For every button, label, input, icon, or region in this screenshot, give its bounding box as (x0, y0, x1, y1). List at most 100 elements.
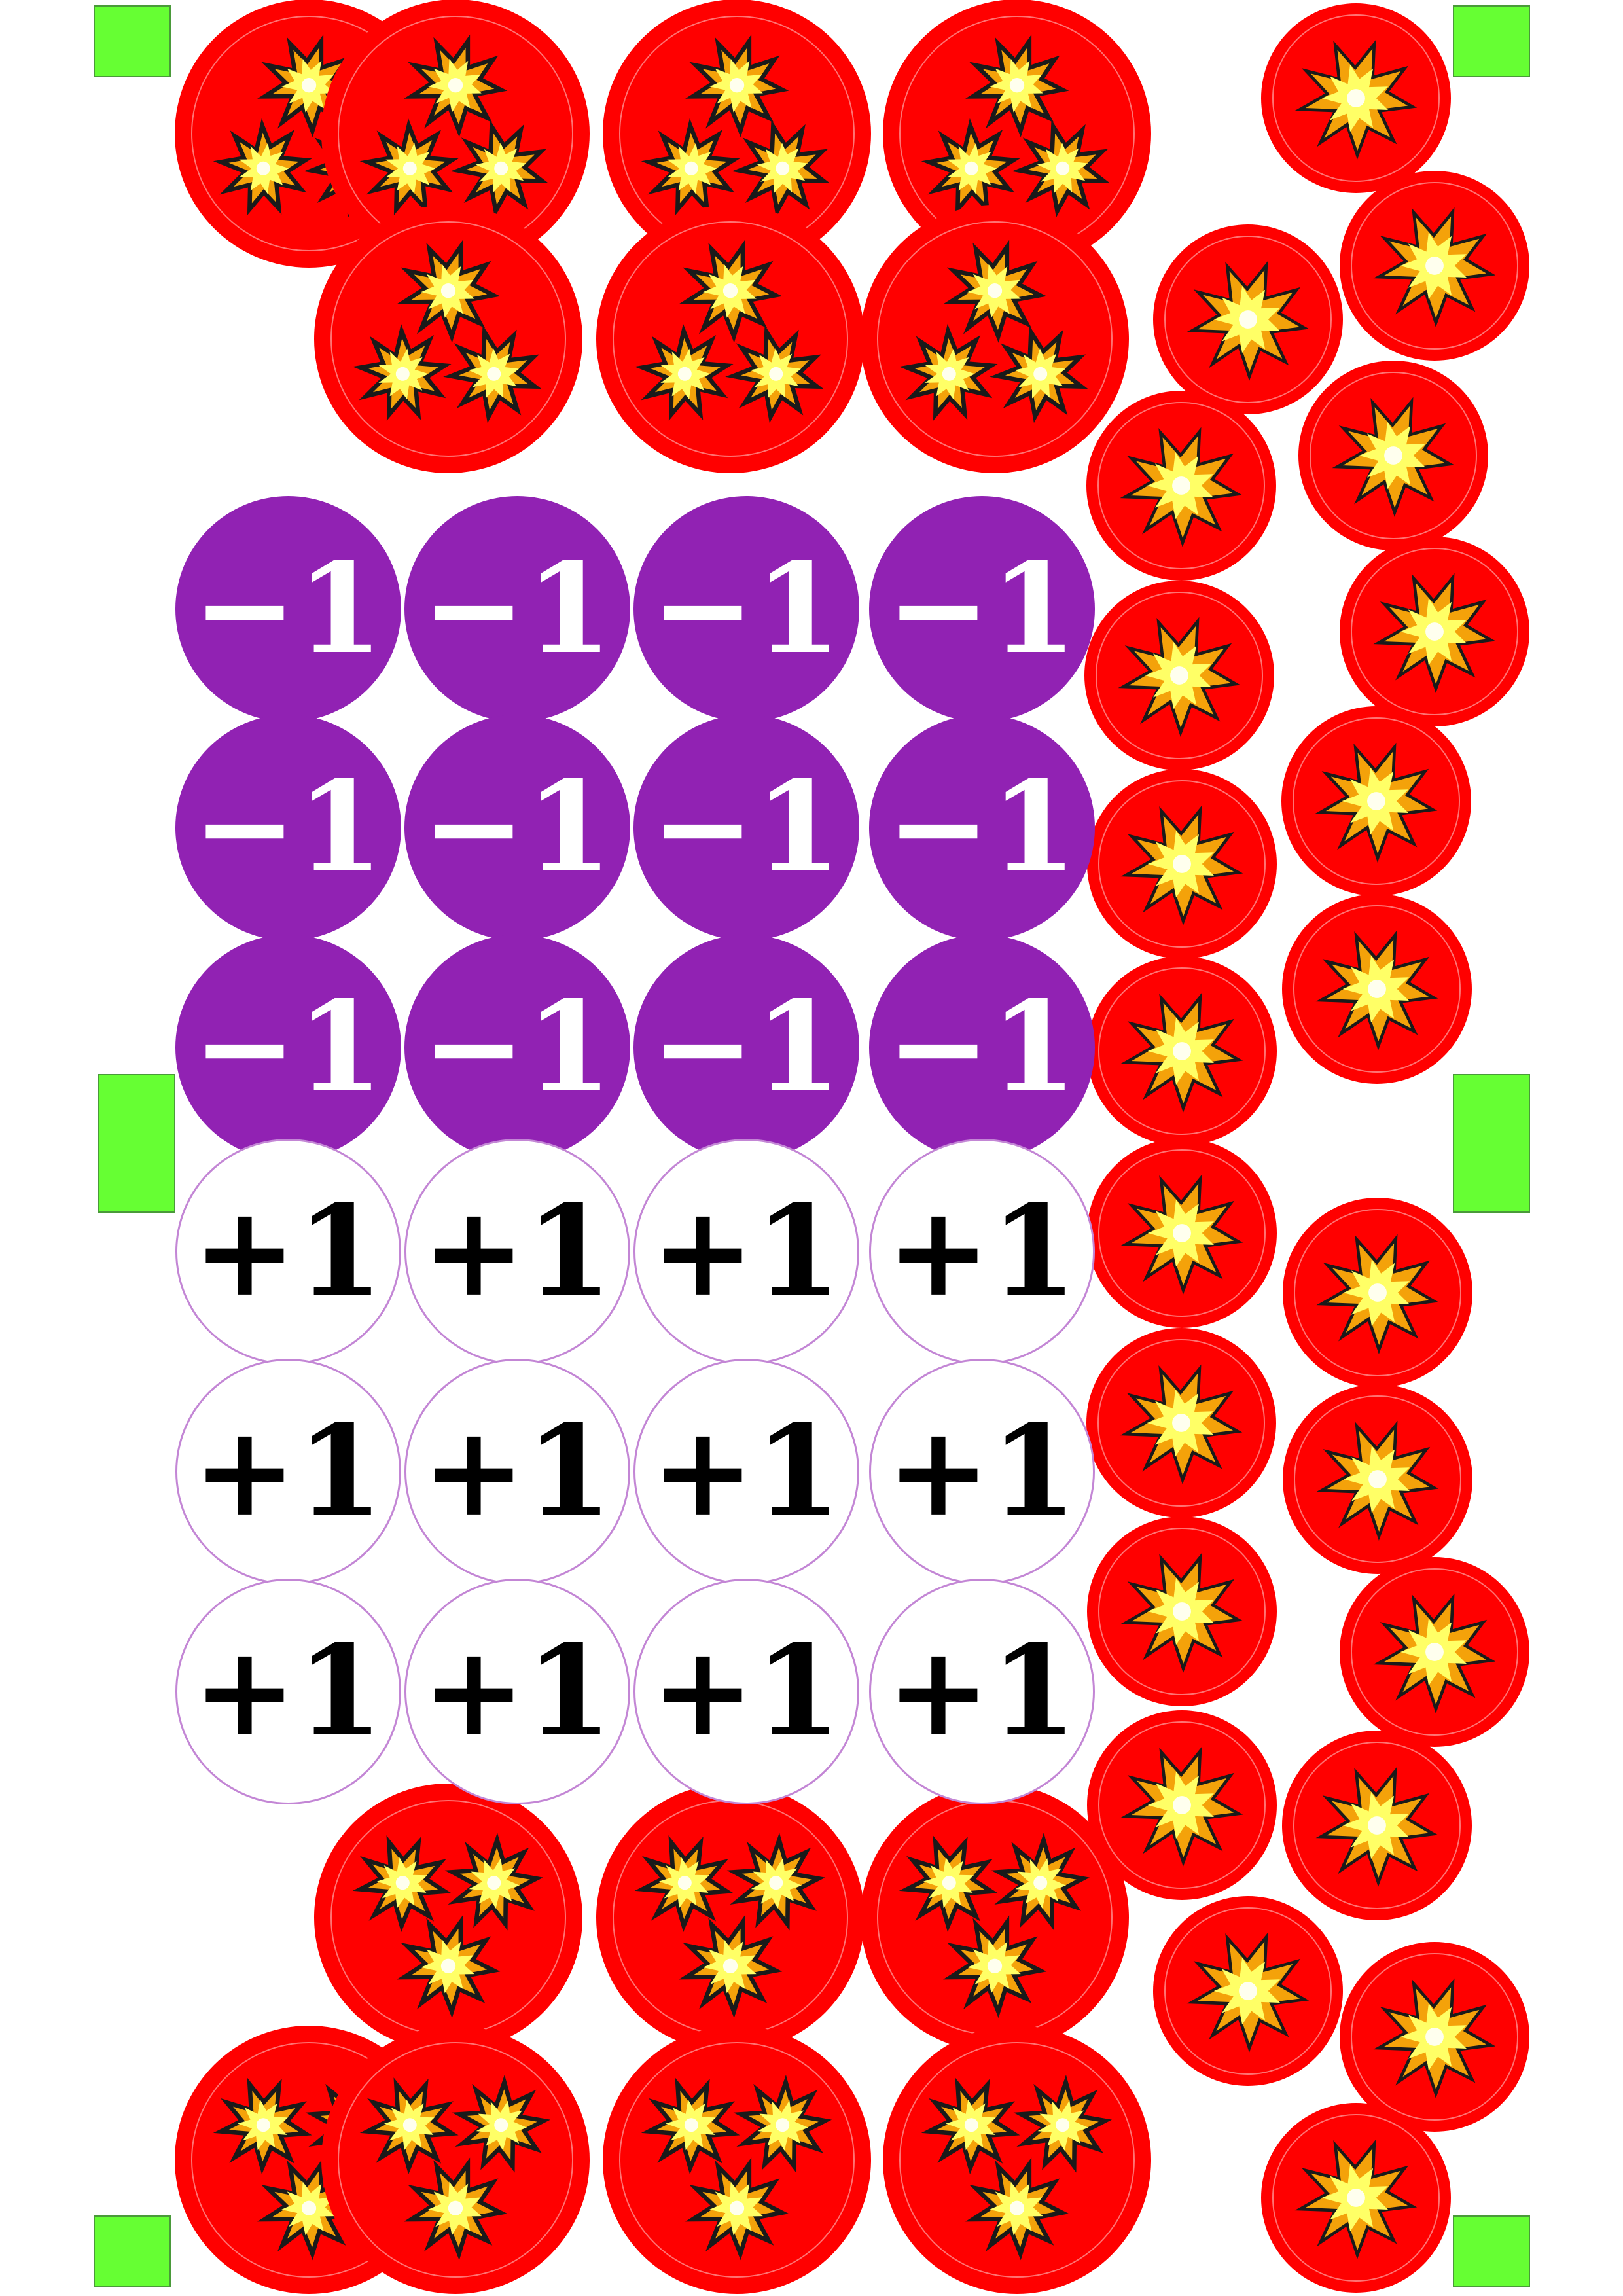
minus-one-counter: −1 (633, 714, 859, 941)
single-damage-icon (1315, 742, 1438, 863)
single-damage-token (1153, 1896, 1343, 2086)
counter-value: −1 (192, 754, 383, 900)
counter-value: +1 (651, 1178, 842, 1324)
single-damage-icon (1315, 1767, 1438, 1887)
single-damage-token (1283, 1198, 1472, 1388)
triple-damage-token (861, 1784, 1129, 2052)
single-damage-icon (1120, 992, 1243, 1113)
triple-damage-token (321, 2026, 590, 2294)
counter-value: +1 (421, 1398, 613, 1544)
minus-one-counter: −1 (175, 934, 401, 1160)
single-damage-icon (1373, 1978, 1496, 2098)
triple-damage-icon (641, 34, 830, 218)
token-ring (618, 2041, 855, 2278)
single-damage-token (1340, 171, 1529, 361)
minus-one-counter: −1 (633, 495, 859, 722)
token-ring (1351, 548, 1518, 715)
counter-value: −1 (886, 754, 1077, 900)
single-damage-token (1340, 1557, 1529, 1747)
single-damage-icon (1373, 207, 1496, 327)
single-damage-token (1087, 956, 1277, 1146)
token-ring (1098, 967, 1266, 1135)
plus-one-counter: +1 (868, 1358, 1095, 1585)
counter-value: −1 (192, 974, 383, 1120)
token-ring (1098, 1721, 1266, 1889)
plus-one-counter: +1 (633, 1138, 859, 1365)
single-damage-icon (1316, 1420, 1439, 1541)
counter-value: −1 (886, 535, 1077, 681)
minus-one-counter: −1 (868, 934, 1095, 1160)
minus-one-counter: −1 (175, 714, 401, 941)
triple-damage-icon (359, 2075, 551, 2261)
plus-one-counter: +1 (175, 1358, 401, 1585)
single-damage-token (1283, 1384, 1472, 1574)
single-damage-icon (1294, 2139, 1418, 2259)
counter-value: −1 (886, 974, 1077, 1120)
triple-damage-icon (641, 2075, 832, 2261)
token-ring (1272, 14, 1440, 182)
token-ring (1098, 1149, 1266, 1317)
single-damage-icon (1373, 1593, 1496, 1713)
single-damage-icon (1120, 1364, 1243, 1484)
counter-value: −1 (651, 974, 842, 1120)
single-damage-icon (1294, 39, 1418, 160)
counter-value: +1 (651, 1618, 842, 1764)
counter-value: +1 (886, 1178, 1077, 1324)
token-ring (1097, 1339, 1265, 1507)
minus-one-counter: −1 (404, 934, 630, 1160)
minus-one-counter: −1 (868, 714, 1095, 941)
plus-one-counter: +1 (404, 1358, 630, 1585)
triple-damage-icon (352, 240, 542, 423)
single-damage-token (1340, 537, 1529, 726)
triple-damage-token (596, 1784, 865, 2052)
plus-one-counter: +1 (868, 1578, 1095, 1804)
triple-damage-icon (352, 1833, 544, 2018)
single-damage-token (1340, 1942, 1529, 2132)
counter-value: −1 (651, 754, 842, 900)
triple-damage-token (603, 2026, 871, 2294)
token-ring (1351, 1568, 1518, 1736)
counter-value: +1 (192, 1398, 383, 1544)
registration-mark (1453, 1074, 1530, 1213)
token-ring (1293, 1742, 1461, 1909)
token-ring (330, 221, 567, 457)
counter-value: +1 (886, 1618, 1077, 1764)
token-ring (876, 221, 1113, 457)
single-damage-token (1087, 1710, 1277, 1900)
single-damage-icon (1120, 1552, 1243, 1673)
triple-damage-token (883, 0, 1151, 268)
single-damage-token (1261, 3, 1451, 193)
plus-one-counter: +1 (404, 1138, 630, 1365)
triple-damage-icon (899, 1833, 1090, 2018)
triple-damage-icon (634, 240, 824, 423)
plus-one-counter: +1 (175, 1138, 401, 1365)
single-damage-token (1282, 1731, 1472, 1920)
counter-value: −1 (421, 535, 613, 681)
plus-one-counter: +1 (175, 1578, 401, 1804)
token-ring (1164, 236, 1332, 403)
triple-damage-token (314, 205, 582, 473)
triple-damage-token (596, 205, 865, 473)
minus-one-counter: −1 (175, 495, 401, 722)
registration-mark (94, 5, 171, 77)
triple-damage-icon (921, 2075, 1113, 2261)
single-damage-token (1086, 391, 1276, 581)
token-ring (1351, 182, 1518, 350)
triple-damage-token (314, 1784, 582, 2052)
counter-value: −1 (421, 754, 613, 900)
counter-value: +1 (192, 1618, 383, 1764)
counter-value: +1 (651, 1398, 842, 1544)
minus-one-counter: −1 (404, 495, 630, 722)
single-damage-token (1087, 1516, 1277, 1706)
single-damage-icon (1120, 805, 1243, 925)
single-damage-icon (1186, 260, 1310, 381)
counter-value: −1 (651, 535, 842, 681)
single-damage-icon (1316, 1234, 1439, 1354)
token-ring (1164, 1907, 1332, 2075)
minus-one-counter: −1 (633, 934, 859, 1160)
single-damage-token (1153, 224, 1343, 414)
counter-value: +1 (421, 1178, 613, 1324)
plus-one-counter: +1 (404, 1578, 630, 1804)
single-damage-token (1087, 1138, 1277, 1328)
triple-damage-icon (921, 34, 1111, 218)
